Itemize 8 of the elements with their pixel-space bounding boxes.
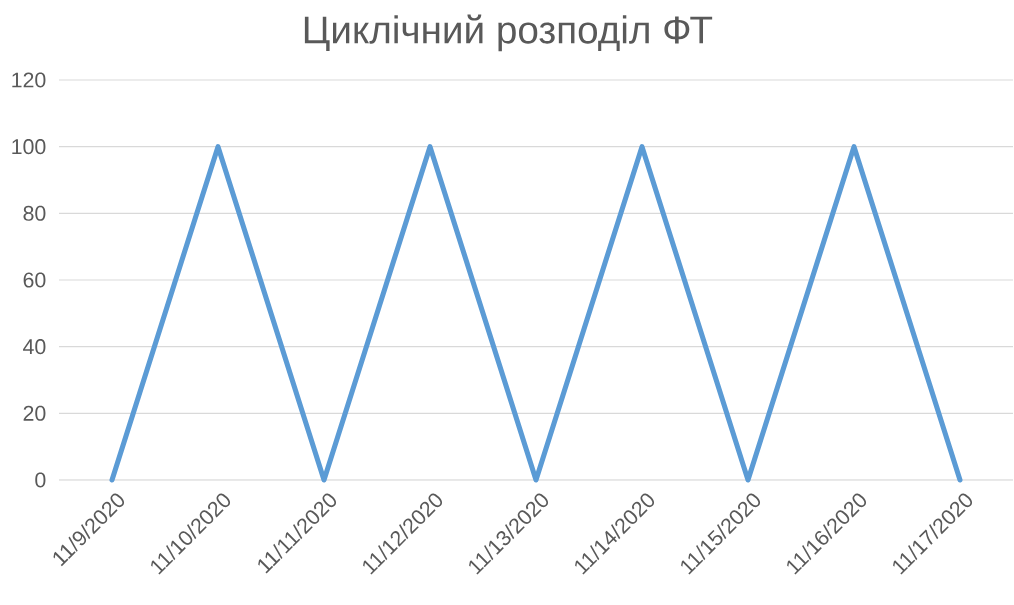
y-tick-label: 100 (12, 139, 46, 155)
y-tick-label: 80 (23, 205, 46, 221)
y-tick-label: 20 (23, 405, 46, 421)
y-tick-label: 40 (23, 339, 46, 355)
y-tick-label: 120 (12, 72, 46, 88)
y-tick-label: 60 (23, 272, 46, 288)
y-tick-label: 0 (35, 472, 46, 488)
chart-title: Циклічний розподіл ФТ (304, 14, 713, 52)
